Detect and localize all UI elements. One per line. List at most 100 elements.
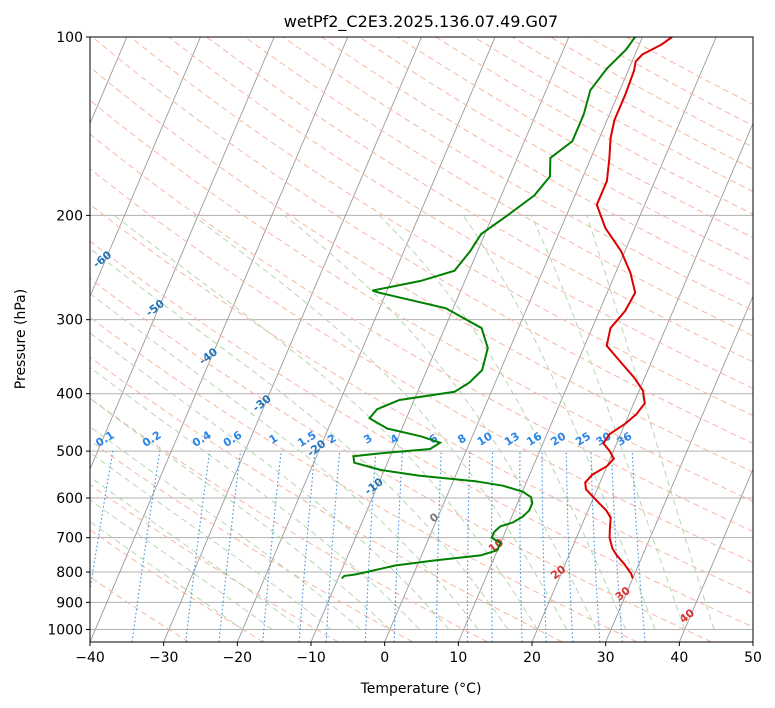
mixing-ratio-line (435, 451, 442, 642)
mixing-ratio-line (185, 451, 211, 642)
y-tick-label: 300 (56, 313, 83, 329)
x-tick-label: −40 (75, 650, 105, 666)
dry-adiabat-line (91, 37, 753, 445)
moist-adiabat-line (90, 332, 450, 630)
y-tick-label: 100 (56, 30, 83, 46)
chart-title: wetPf2_C2E3.2025.136.07.49.G07 (284, 12, 558, 32)
x-tick-label: −30 (149, 650, 179, 666)
background-lines (90, 37, 753, 642)
dry-adiabat-line (90, 316, 638, 642)
x-tick-label: 40 (670, 650, 688, 666)
y-tick-label: 200 (56, 208, 83, 224)
dry-adiabat-line (588, 37, 753, 127)
mixing-ratio-label: 13 (502, 430, 522, 449)
isotherm-label: 20 (548, 562, 568, 582)
mixing-ratio-labels: 0.1 0.2 0.4 0.6 1 1.5 2 3 4 6 8 10 13 16 20 25 30 36 (93, 428, 634, 450)
plot-frame (89, 36, 754, 643)
mixing-ratio-line (565, 451, 574, 642)
x-tick-label: 50 (744, 650, 762, 666)
isotherm-line (457, 37, 717, 642)
dry-adiabat-line (90, 356, 563, 642)
temperature-profile-line (584, 37, 673, 579)
isotherm-label: -30 (250, 392, 274, 415)
x-tick-label: −10 (296, 650, 326, 666)
x-tick-label: 0 (380, 650, 389, 666)
moist-adiabat-line (90, 366, 420, 630)
dry-adiabat-line (244, 37, 753, 337)
moist-adiabat-line (192, 214, 568, 630)
y-tick-label: 800 (56, 565, 83, 581)
mixing-ratio-line (519, 451, 523, 642)
x-tick-label: 30 (597, 650, 615, 666)
moist-adiabat-line (283, 214, 597, 630)
isotherm-label: -10 (362, 475, 386, 498)
dry-adiabat-line (435, 37, 753, 215)
mixing-ratio-line (90, 451, 114, 594)
isotherm-line (531, 122, 753, 642)
moist-adiabat-line (90, 247, 509, 630)
mixing-ratio-label: 0.1 (93, 428, 116, 449)
y-axis-ticks: 100 200 300 400 500 600 700 800 900 1000 (47, 30, 90, 638)
moist-adiabat-line (462, 215, 656, 630)
moist-adiabat-line (90, 397, 391, 630)
isotherm-label: 40 (677, 606, 697, 626)
y-tick-label: 900 (56, 595, 83, 611)
x-axis-label: Temperature (°C) (360, 681, 482, 697)
dry-adiabat-line (549, 37, 753, 148)
plot-area: -100-90-80-70-60-50-40-30-20-10010203040… (0, 37, 753, 642)
isotherm-label: -80 (0, 148, 10, 171)
isotherm-line (605, 295, 753, 642)
dry-adiabat-line (359, 37, 753, 263)
y-tick-label: 700 (56, 531, 83, 547)
moist-adiabat-line (90, 452, 332, 630)
dry-adiabat-line (90, 240, 753, 628)
y-tick-label: 600 (56, 491, 83, 507)
mixing-ratio-label: 0.6 (221, 428, 245, 450)
mixing-ratio-line (298, 451, 316, 642)
isotherm-line (90, 37, 275, 471)
isotherm-line (90, 37, 201, 298)
mixing-ratio-line (610, 451, 623, 642)
mixing-ratio-label: 0.2 (140, 428, 163, 449)
mixing-ratio-line (262, 451, 282, 642)
moist-adiabat-line (586, 215, 715, 630)
isotherm-line (752, 640, 753, 642)
mixing-ratio-label: 25 (573, 430, 593, 449)
dry-adiabat-line (90, 440, 414, 642)
isotherm-line (90, 37, 349, 642)
mixing-ratio-line (131, 451, 161, 642)
dry-adiabat-line (90, 99, 753, 502)
isotherm-label: 30 (613, 584, 633, 604)
x-tick-label: −20 (223, 650, 253, 666)
mixing-ratio-line (218, 451, 242, 642)
y-tick-label: 1000 (47, 622, 83, 638)
moist-adiabat-line (90, 476, 302, 630)
dry-adiabat-line (90, 483, 339, 642)
sounding-series (341, 37, 673, 580)
dry-adiabat-line (168, 37, 753, 389)
mixing-ratio-line (631, 451, 646, 642)
y-axis-label: Pressure (hPa) (13, 289, 29, 389)
mixing-ratio-label: 36 (615, 429, 635, 448)
isotherm-line (236, 37, 496, 642)
isotherm-label: -40 (197, 345, 221, 368)
dry-adiabat-line (90, 203, 753, 595)
y-tick-label: 500 (56, 444, 83, 460)
mixing-ratio-label: 3 (361, 432, 374, 447)
x-axis-ticks: −40 −30 −20 −10 0 10 20 30 40 50 (75, 642, 762, 666)
moist-adiabat-line (90, 521, 243, 630)
dry-adiabat-line (90, 168, 753, 563)
dry-adiabat-line (90, 278, 712, 642)
moist-adiabat-line (90, 426, 361, 630)
isotherm-label: -50 (143, 297, 167, 320)
moist-adiabat-line (90, 499, 273, 630)
dry-adiabat-line (511, 37, 753, 170)
dry-adiabat-line (90, 529, 264, 642)
x-tick-label: 10 (449, 650, 467, 666)
mixing-ratio-label: 2 (325, 432, 338, 447)
mixing-ratio-label: 0.4 (190, 428, 214, 450)
isotherm-line (678, 467, 753, 642)
dewpoint-profile-line (341, 37, 636, 580)
isotherm-line (163, 37, 422, 642)
